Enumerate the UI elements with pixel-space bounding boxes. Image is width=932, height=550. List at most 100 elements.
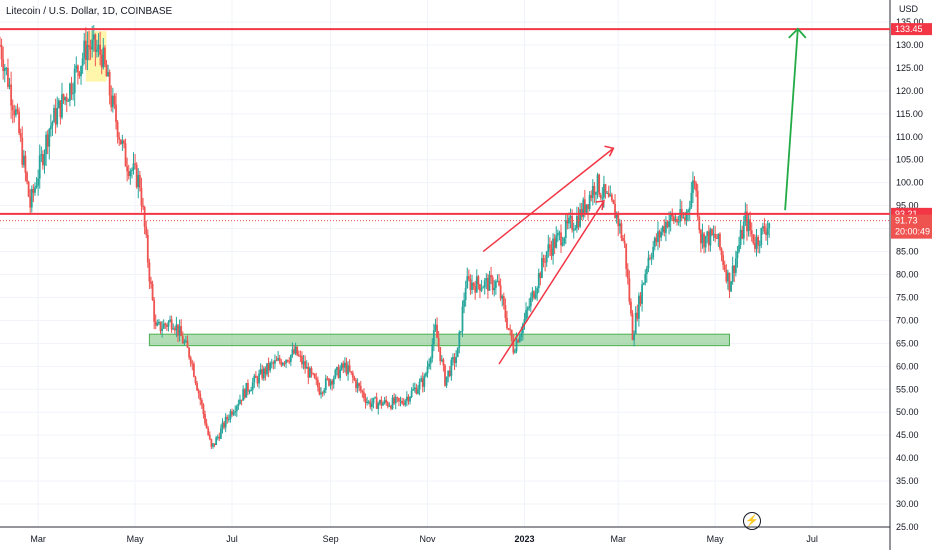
candle-body (426, 366, 429, 374)
candle-body (649, 257, 651, 259)
candle-body (719, 233, 721, 249)
candle-body (310, 368, 313, 374)
candle-body (420, 378, 423, 382)
candle-body (512, 340, 515, 353)
candle-body (723, 265, 726, 271)
candle-body (91, 39, 94, 50)
candle-body (617, 213, 620, 227)
candle-body (534, 293, 537, 299)
candle-body (609, 194, 612, 197)
candle-body (345, 362, 348, 375)
candle-body (191, 363, 194, 365)
candle-body (297, 355, 300, 357)
candle-body (526, 308, 529, 311)
candle-body (520, 333, 523, 338)
candle-body (161, 328, 164, 332)
candle-body (388, 405, 391, 407)
candle-body (709, 229, 712, 246)
candle-body (248, 391, 251, 393)
candle-body (763, 226, 766, 232)
candle-body (134, 163, 136, 165)
candle-body (757, 236, 759, 246)
candle-body (305, 366, 308, 369)
candle-body (701, 233, 704, 244)
candle-body (725, 270, 728, 282)
y-tick-label: 130.00 (896, 40, 924, 50)
candle-body (27, 181, 30, 197)
candle-body (186, 340, 189, 348)
candle-body (37, 178, 40, 186)
candle-body (48, 129, 51, 147)
candle-body (768, 223, 771, 229)
tradingview-logo-icon[interactable]: ⚡ (743, 512, 761, 530)
candle-body (8, 84, 11, 87)
candle-body (663, 226, 666, 233)
candle-body (331, 380, 334, 385)
candle-body (706, 231, 709, 237)
candle-body (115, 104, 117, 123)
candle-body (474, 286, 477, 293)
candle-body (226, 416, 229, 420)
candle-body (544, 261, 547, 263)
candle-body (372, 397, 375, 404)
candle-body (676, 218, 678, 223)
candle-body (477, 276, 480, 285)
candle-body (143, 207, 146, 227)
candle-body (518, 337, 521, 343)
candle-body (459, 331, 462, 333)
candle-body (70, 83, 73, 95)
candle-body (571, 216, 574, 230)
candle-body (281, 363, 284, 366)
candle-body (739, 229, 742, 245)
candle-body (239, 399, 241, 404)
candle-body (455, 357, 458, 363)
candle-body (448, 370, 451, 376)
candle-body (224, 416, 227, 428)
candle-body (568, 218, 570, 224)
candle-body (72, 93, 75, 95)
x-tick-label: Jul (806, 534, 818, 544)
candle-body (593, 185, 596, 195)
candle-body (46, 134, 49, 147)
candle-body (118, 137, 121, 140)
candle-body (7, 68, 9, 87)
candle-body (418, 381, 421, 390)
candle-body (366, 401, 369, 404)
candle-body (479, 284, 481, 291)
candle-body (32, 189, 35, 193)
y-tick-label: 105.00 (896, 155, 924, 165)
candle-body (553, 238, 556, 248)
candle-body (192, 363, 195, 377)
candle-body (688, 207, 691, 211)
candle-body (205, 423, 208, 429)
candle-body (69, 83, 71, 101)
candle-body (677, 221, 680, 223)
candle-body (539, 273, 542, 279)
candle-body (202, 404, 205, 415)
candle-body (501, 296, 504, 299)
candle-body (442, 359, 445, 366)
candle-body (410, 390, 413, 397)
candle-body (545, 251, 548, 263)
candle-body (744, 211, 747, 222)
x-tick-label: May (127, 534, 145, 544)
candle-body (741, 229, 744, 239)
candle-body (437, 337, 440, 348)
y-tick-label: 110.00 (896, 132, 923, 142)
candle-body (302, 361, 305, 365)
candle-body (521, 324, 524, 334)
candle-body (96, 49, 98, 52)
candle-body (641, 284, 643, 304)
candle-body (26, 172, 28, 182)
candle-body (16, 109, 19, 112)
candle-body (466, 276, 469, 288)
candle-body (148, 262, 151, 282)
candle-body (671, 213, 674, 217)
candle-body (61, 94, 63, 118)
candle-body (142, 205, 144, 208)
candle-body (622, 238, 624, 241)
candle-body (657, 231, 659, 243)
candle-body (347, 365, 349, 375)
